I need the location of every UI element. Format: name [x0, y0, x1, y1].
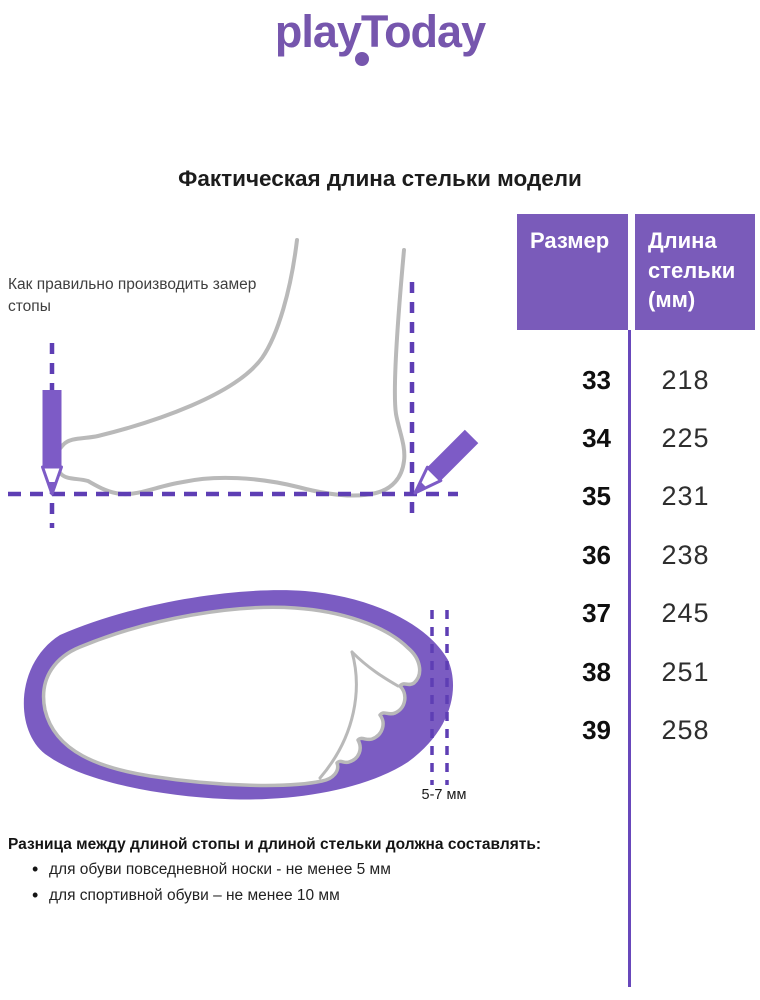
size-value: 36 [582, 539, 611, 570]
table-row: 35 231 [517, 468, 755, 526]
notes-item-sport: для спортивной обуви – не менее 10 мм [32, 885, 553, 906]
table-column-divider [627, 330, 631, 987]
table-header-length: Длина стельки (мм) [635, 214, 755, 330]
ball-of-foot-line [318, 650, 358, 780]
foot-side-diagram [8, 238, 479, 528]
length-value: 218 [661, 364, 710, 395]
length-value: 231 [661, 481, 710, 512]
notes-list: для обуви повседневной носки - не менее … [8, 859, 553, 906]
notes-item-casual: для обуви повседневной носки - не менее … [32, 859, 553, 880]
length-value: 258 [661, 715, 710, 746]
size-value: 39 [582, 715, 611, 746]
footprint-diagram [23, 590, 454, 800]
pencil-left-icon [41, 390, 63, 496]
size-value: 35 [582, 481, 611, 512]
table-row: 34 225 [517, 409, 755, 467]
playtoday-logo: playToday [274, 6, 486, 57]
length-value: 225 [661, 423, 710, 454]
page-title: Фактическая длина стельки модели [178, 166, 582, 191]
size-value: 34 [582, 423, 611, 454]
size-value: 38 [582, 656, 611, 687]
table-row: 38 251 [517, 643, 755, 701]
pencil-right-icon [413, 429, 479, 495]
big-toe-line [350, 650, 400, 688]
table-row: 36 238 [517, 526, 755, 584]
footprint-shape [41, 605, 422, 788]
table-header-size: Размер [517, 214, 628, 330]
size-value: 37 [582, 598, 611, 629]
table-row: 33 218 [517, 351, 755, 409]
notes-heading: Разница между длиной стопы и длиной стел… [8, 836, 542, 853]
logo-dot-icon [355, 52, 369, 66]
length-value: 238 [661, 539, 710, 570]
table-row: 39 258 [517, 701, 755, 759]
table-row: 37 245 [517, 585, 755, 643]
size-table: 33 218 34 225 35 231 36 238 37 245 38 25… [517, 351, 755, 760]
foot-outline-path [54, 238, 407, 498]
size-value: 33 [582, 364, 611, 395]
length-value: 251 [661, 656, 710, 687]
length-value: 245 [661, 598, 710, 629]
fit-notes: Разница между длиной стопы и длиной стел… [8, 836, 553, 913]
gap-label: 5-7 мм [421, 787, 467, 803]
measure-caption: Как правильно производить замер стопы [8, 276, 257, 316]
